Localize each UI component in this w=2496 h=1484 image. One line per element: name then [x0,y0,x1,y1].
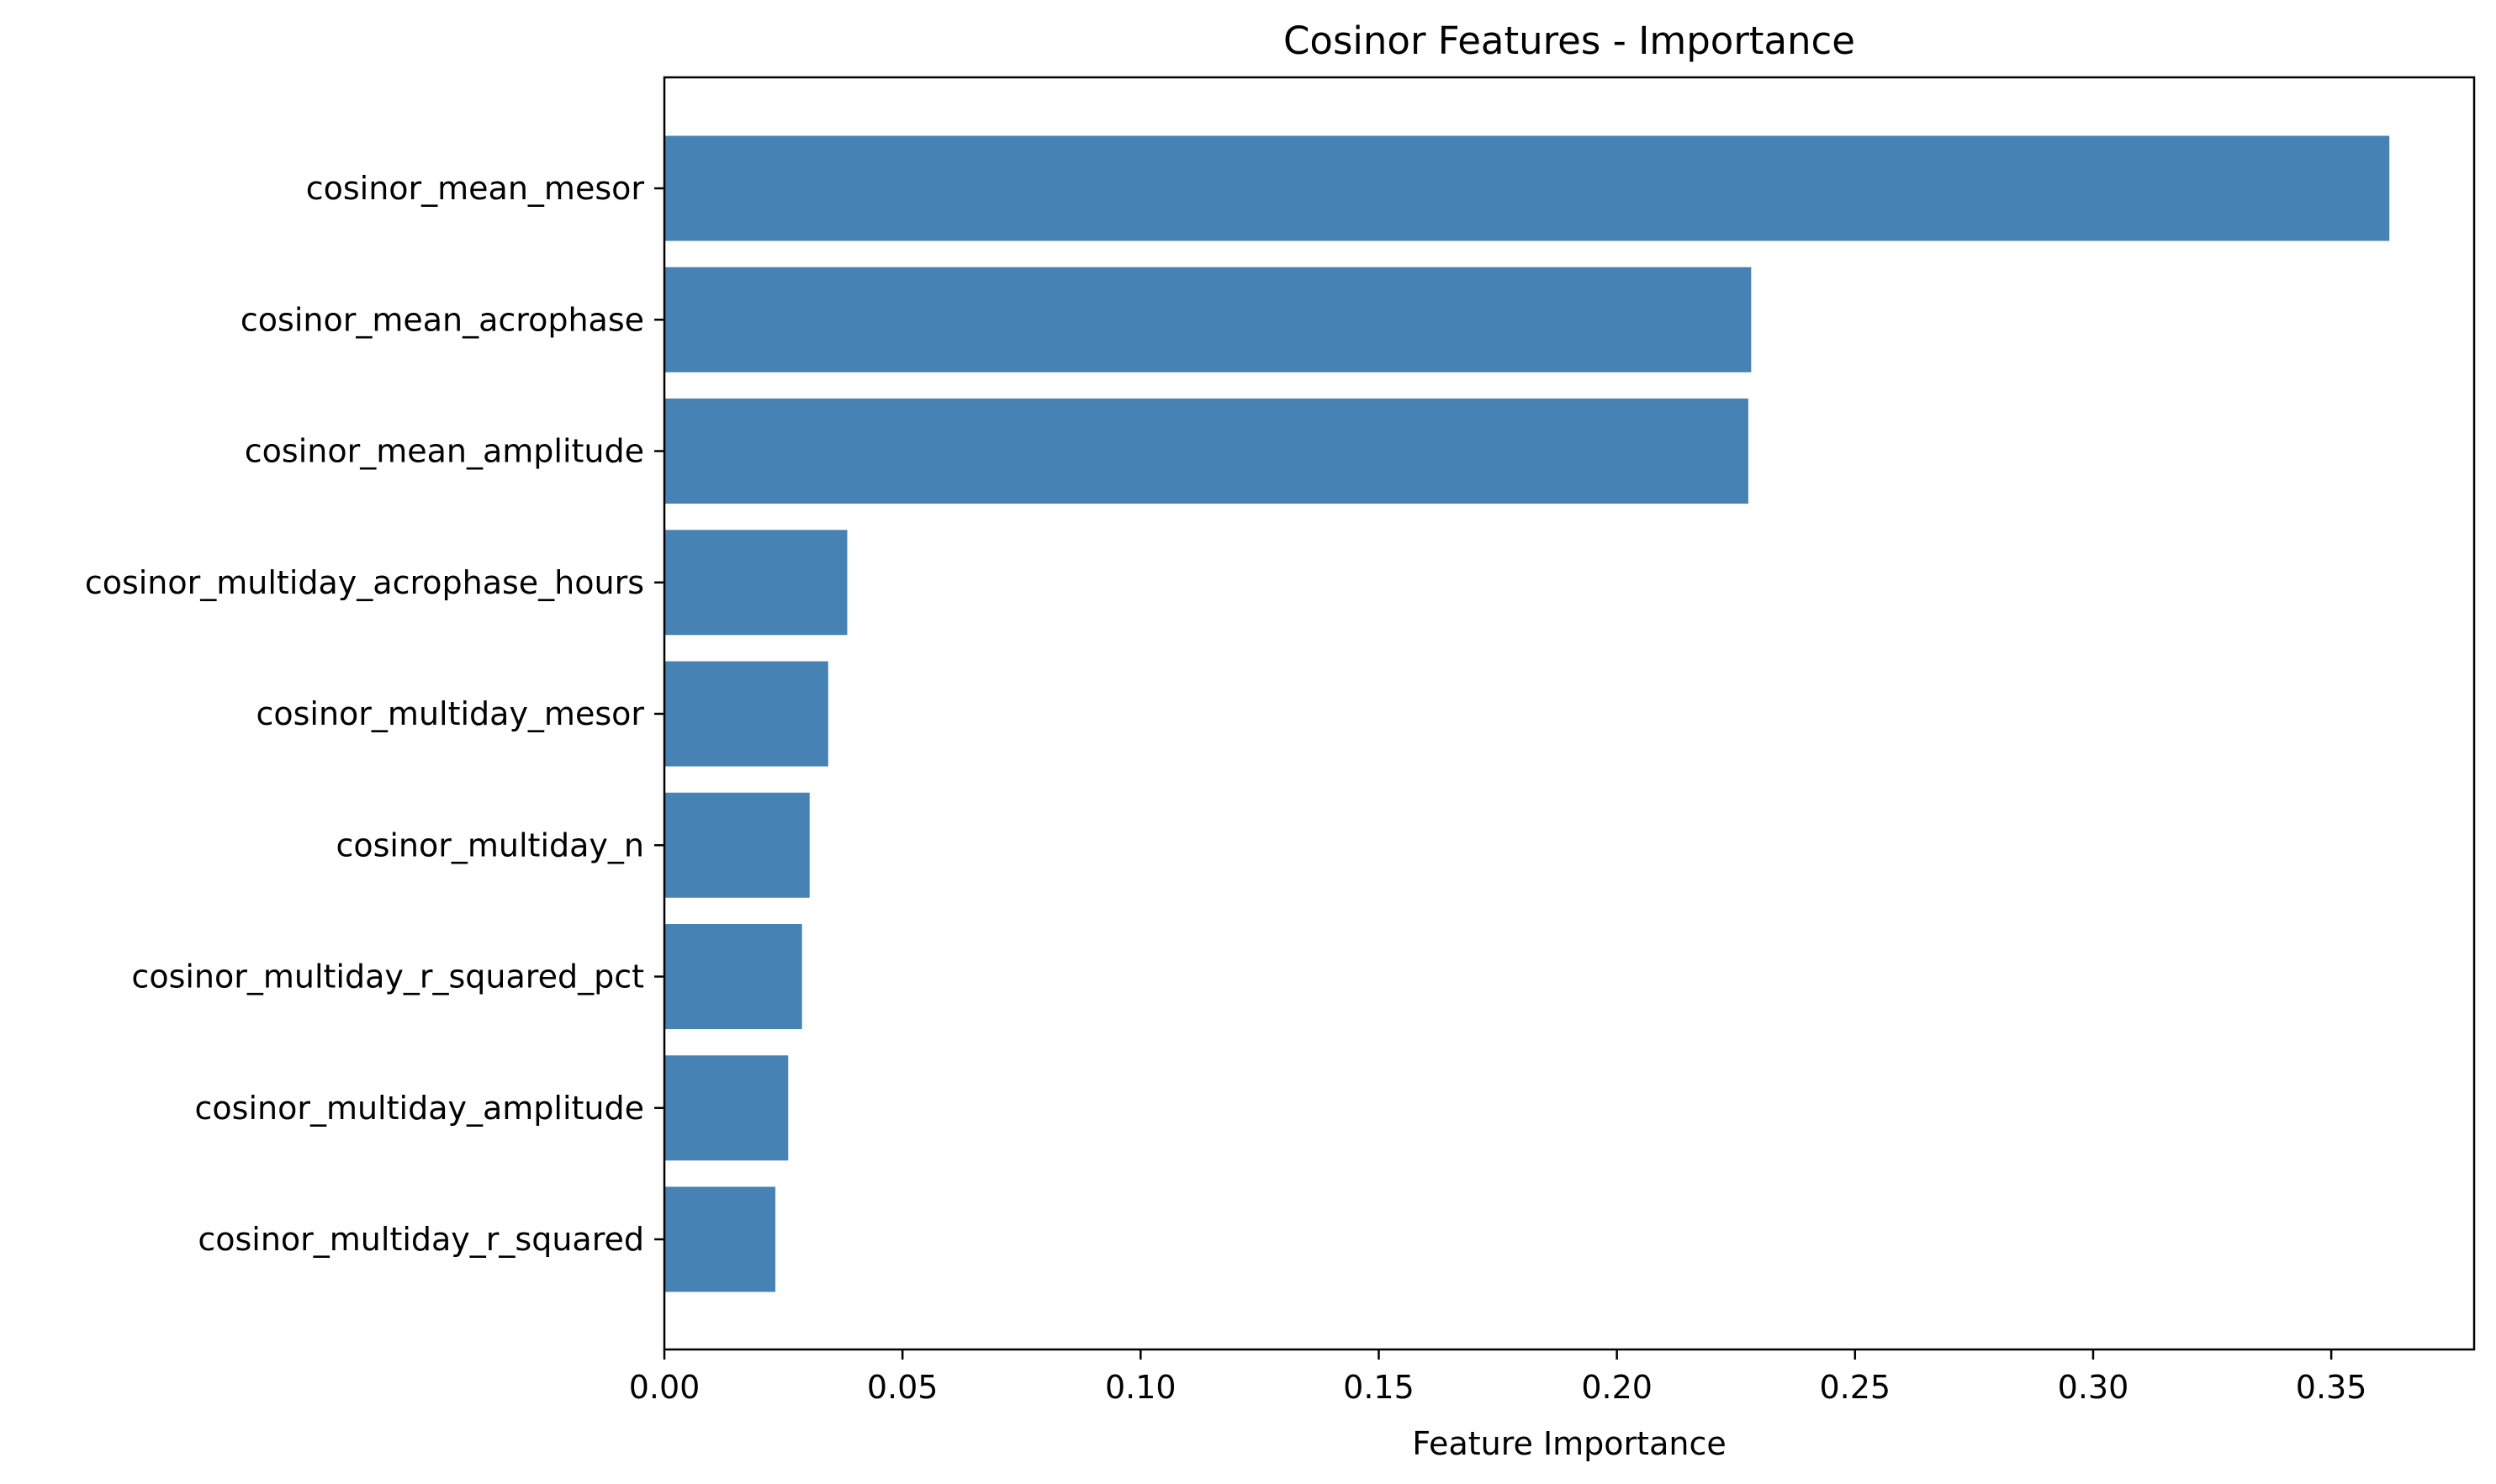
y-tick-label: cosinor_multiday_r_squared [198,1221,644,1258]
bar-cosinor_multiday_mesor [664,661,828,767]
plot-frame [663,76,2476,1351]
y-tick-label: cosinor_multiday_amplitude [195,1090,645,1127]
x-tick-label: 0.05 [867,1369,939,1406]
bar-cosinor_multiday_acrophase_hours [664,530,848,636]
y-tick-label: cosinor_multiday_mesor [256,695,644,732]
bar-cosinor_mean_mesor [664,135,2390,241]
bar-cosinor_multiday_r_squared_pct [664,924,802,1029]
y-axis-ticks: cosinor_mean_mesor cosinor_mean_acrophase… [85,170,664,1258]
x-tick-label: 0.30 [2058,1369,2129,1406]
chart-title: Cosinor Features - Importance [1283,18,1855,63]
bar-cosinor_mean_acrophase [664,267,1752,372]
x-tick-label: 0.35 [2296,1369,2367,1406]
x-axis-label: Feature Importance [1412,1425,1726,1462]
x-tick-label: 0.10 [1105,1369,1177,1406]
y-tick-label: cosinor_mean_amplitude [245,433,644,470]
y-tick-label: cosinor_mean_mesor [306,170,645,207]
bars-group [664,135,2390,1292]
x-tick-label: 0.20 [1581,1369,1653,1406]
bar-cosinor_mean_amplitude [664,399,1748,504]
bar-cosinor_multiday_n [664,792,810,898]
x-tick-label: 0.15 [1343,1369,1415,1406]
x-axis-ticks: 0.00 0.05 0.10 0.15 0.20 0.25 0.30 0.35 [629,1349,2367,1406]
y-tick-label: cosinor_mean_acrophase [241,301,644,338]
y-tick-label: cosinor_multiday_n [336,826,644,863]
x-tick-label: 0.25 [1819,1369,1891,1406]
x-tick-label: 0.00 [629,1369,701,1406]
y-tick-label: cosinor_multiday_acrophase_hours [85,564,644,601]
bar-cosinor_multiday_amplitude [664,1055,789,1161]
y-tick-label: cosinor_multiday_r_squared_pct [131,959,644,995]
bar-cosinor_multiday_r_squared [664,1186,775,1292]
